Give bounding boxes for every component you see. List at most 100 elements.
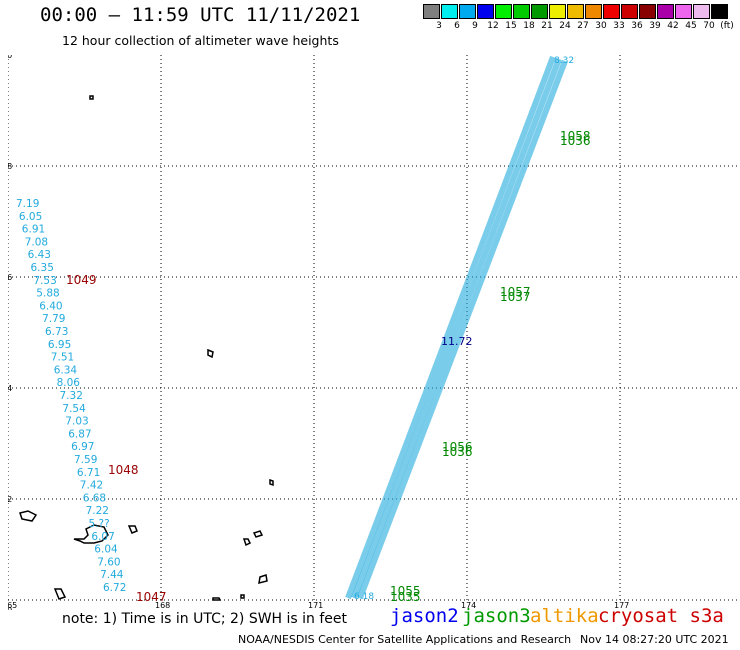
swh-value: 7.53 xyxy=(33,275,56,287)
swh-value: 6.05 xyxy=(19,211,42,223)
colorbar-label: 39 xyxy=(649,21,661,31)
pass-number: 1057 xyxy=(500,285,531,299)
swh-value: 6.73 xyxy=(45,326,68,338)
lat-tick-label: 16 xyxy=(8,273,12,282)
island-outline xyxy=(269,478,274,487)
pass-number: 1049 xyxy=(66,273,97,287)
swh-value: 7.03 xyxy=(65,416,88,428)
swh-value: 6.91 xyxy=(22,224,45,236)
lon-tick-label: 177 xyxy=(614,601,629,610)
island-outline xyxy=(53,588,67,600)
lon-tick-label: 165 xyxy=(8,601,17,610)
swh-peak-label: 11.72 xyxy=(441,335,473,348)
map-title: 00:00 — 11:59 UTC 11/11/2021 xyxy=(40,4,361,26)
coastlines xyxy=(19,95,274,601)
swh-value: 7.42 xyxy=(80,480,103,492)
swh-value: 7.08 xyxy=(25,236,48,248)
island-outline xyxy=(89,95,94,100)
colorbar-swatch xyxy=(477,4,494,19)
pass-number: 1035 xyxy=(390,590,421,604)
lon-tick-label: 171 xyxy=(308,601,323,610)
timestamp-text: Nov 14 08:27:20 UTC 2021 xyxy=(580,633,729,646)
pass-number: 1047 xyxy=(136,590,167,604)
colorbar-label: 9 xyxy=(472,21,478,31)
colorbar-label: 33 xyxy=(613,21,625,31)
colorbar-swatch xyxy=(675,4,692,19)
footer-note: note: 1) Time is in UTC; 2) SWH is in fe… xyxy=(62,611,348,627)
lat-tick-label: 14 xyxy=(8,384,12,393)
track-end-value: 8.32 xyxy=(554,56,574,66)
pass-number: 1037 xyxy=(500,290,531,304)
island-outline xyxy=(207,348,214,359)
swh-value: 7.79 xyxy=(42,313,65,325)
altimeter-track xyxy=(345,55,556,600)
satellite-tracks xyxy=(345,55,568,600)
colorbar-swatch xyxy=(621,4,638,19)
swh-value: 7.60 xyxy=(97,556,120,568)
colorbar-swatch xyxy=(711,4,728,19)
island-outline xyxy=(127,525,138,534)
pass-number: 1048 xyxy=(108,463,139,477)
island-outline xyxy=(240,594,245,599)
island-outline xyxy=(252,530,264,538)
pass-number: 1036 xyxy=(442,445,473,459)
map-subtitle: 12 hour collection of altimeter wave hei… xyxy=(62,33,339,48)
swh-value: 6.35 xyxy=(31,262,54,274)
colorbar-swatch xyxy=(657,4,674,19)
colorbar-label: 3 xyxy=(436,21,442,31)
track-end-value: 6.18 xyxy=(354,592,374,602)
pass-number: 1056 xyxy=(442,440,473,454)
swh-value: 6.34 xyxy=(54,364,78,376)
colorbar-swatch xyxy=(603,4,620,19)
swh-value: 6.72 xyxy=(103,582,126,594)
grid-lines xyxy=(8,55,740,601)
island-outline xyxy=(242,538,252,547)
colorbar-swatch xyxy=(495,4,512,19)
altimeter-track xyxy=(357,59,568,600)
track-labels: 7.196.056.917.086.436.357.535.886.407.79… xyxy=(16,56,591,604)
satellite-legend-item: altika xyxy=(530,605,599,627)
colorbar-label: 18 xyxy=(523,21,535,31)
swh-value: 6.87 xyxy=(68,428,91,440)
island-outline xyxy=(258,574,268,585)
swh-value: 6.71 xyxy=(77,467,100,479)
lat-tick-label: 10 xyxy=(8,606,12,610)
swh-value: 6.07 xyxy=(91,531,114,543)
colorbar-swatch xyxy=(639,4,656,19)
colorbar-label: 24 xyxy=(559,21,571,31)
swh-value: 6.43 xyxy=(28,249,51,261)
swh-value: 7.51 xyxy=(51,352,74,364)
pass-number: 1036 xyxy=(560,134,591,148)
colorbar-label: 21 xyxy=(541,21,553,31)
colorbar-swatch xyxy=(459,4,476,19)
colorbar-label: 70 xyxy=(703,21,715,31)
colorbar-swatch xyxy=(585,4,602,19)
colorbar-swatch xyxy=(423,4,440,19)
swh-value: 6.04 xyxy=(94,544,118,556)
colorbar-swatch xyxy=(441,4,458,19)
colorbar-label: 30 xyxy=(595,21,607,31)
island-outline xyxy=(73,524,109,544)
swh-value: 6.68 xyxy=(83,492,106,504)
swh-value: 7.22 xyxy=(86,505,109,517)
swh-value: 7.54 xyxy=(62,403,86,415)
satellite-legend-item: jason3 xyxy=(462,605,531,627)
swh-value: 7.44 xyxy=(100,569,124,581)
colorbar-label: (ft) xyxy=(720,21,734,31)
colorbar-label: 6 xyxy=(454,21,460,31)
satellite-legend-item: cryosat s3a xyxy=(598,605,724,627)
axis-labels: 165 168 171 174 177 20 18 16 14 12 10 xyxy=(8,55,629,610)
swh-value: 7.59 xyxy=(74,454,97,466)
swh-value: 6.95 xyxy=(48,339,71,351)
credit-text: NOAA/NESDIS Center for Satellite Applica… xyxy=(238,633,572,646)
lat-tick-label: 20 xyxy=(8,55,12,60)
colorbar-label: 15 xyxy=(505,21,517,31)
colorbar-swatch xyxy=(531,4,548,19)
colorbar-swatch xyxy=(567,4,584,19)
swh-value: 5.88 xyxy=(36,288,59,300)
colorbar-swatch xyxy=(549,4,566,19)
swh-value: 7.32 xyxy=(60,390,83,402)
colorbar-label: 27 xyxy=(577,21,589,31)
lat-tick-label: 18 xyxy=(8,162,12,171)
colorbar-label: 42 xyxy=(667,21,679,31)
